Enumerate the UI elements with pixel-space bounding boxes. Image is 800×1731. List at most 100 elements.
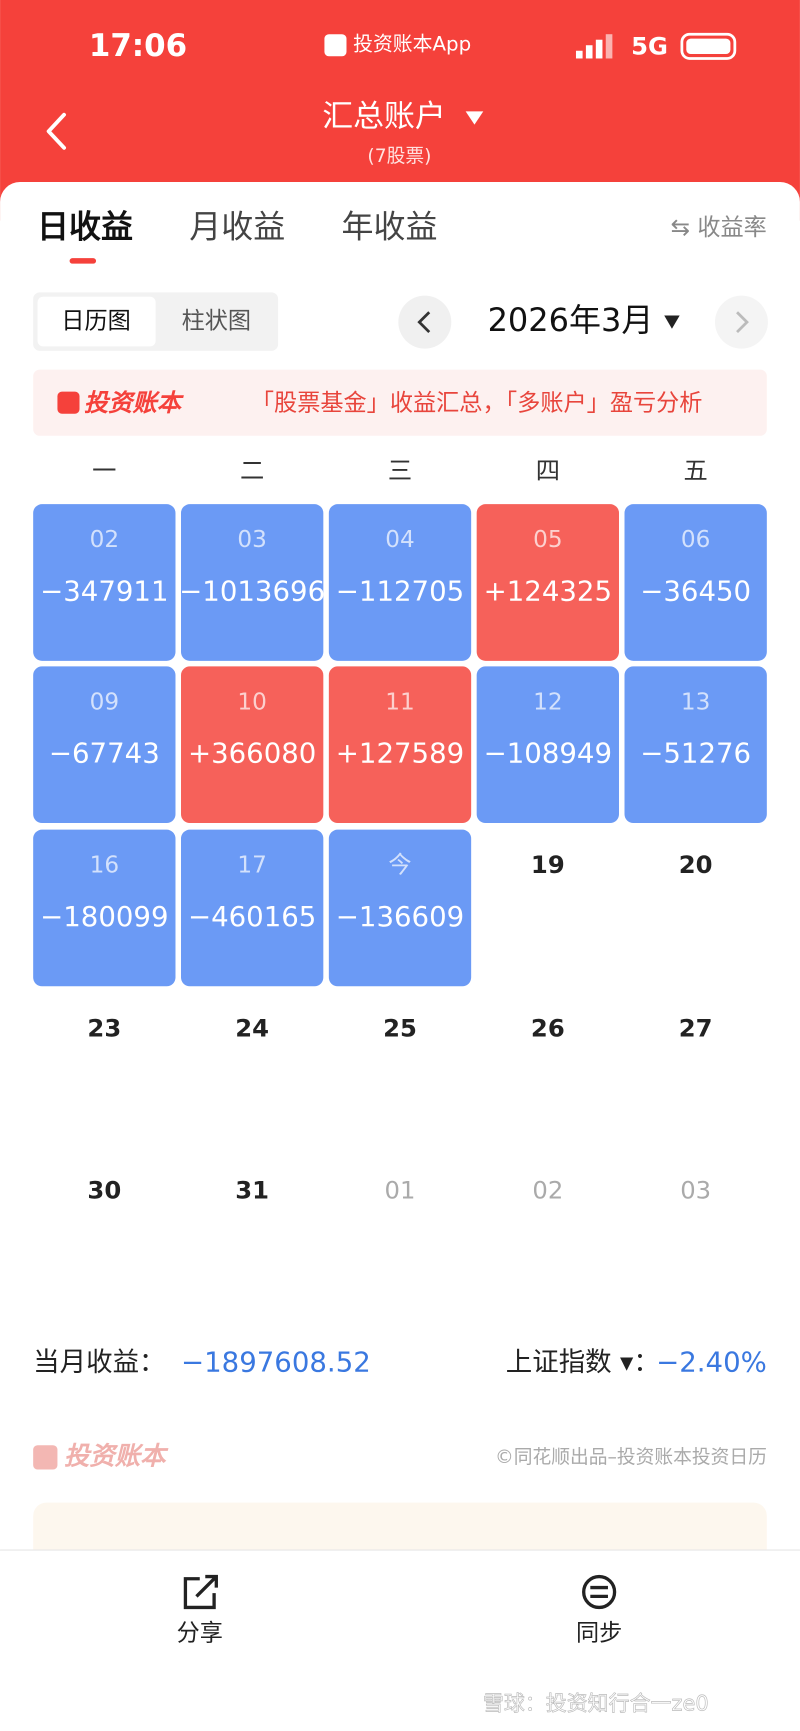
header-title[interactable]: 汇总账户 [322, 99, 446, 135]
day-cell[interactable] [476, 666, 619, 824]
weekday: 二 [240, 456, 264, 485]
day-date: 11 [385, 689, 414, 715]
view-option[interactable]: 日历图 [61, 309, 130, 335]
status-time: 17:06 [89, 28, 187, 64]
footer-logo-icon [33, 1445, 58, 1470]
app-icon [324, 34, 347, 57]
day-cell[interactable] [33, 829, 176, 987]
day-cell[interactable] [181, 829, 324, 987]
sync-icon-lines [590, 1585, 608, 1599]
day-cell[interactable] [328, 666, 472, 824]
weekday: 一 [92, 456, 116, 485]
day-date: 26 [531, 1013, 565, 1042]
day-value: −1013696 [179, 574, 325, 607]
day-value: +366080 [188, 737, 316, 770]
day-date: 12 [533, 689, 562, 715]
day-date: 02 [532, 1176, 563, 1205]
day-date: 01 [385, 1176, 416, 1205]
battery-level [686, 38, 731, 55]
day-value: −136609 [336, 900, 464, 933]
day-value: −36450 [640, 574, 751, 607]
day-cell[interactable] [33, 504, 176, 661]
next-arrow [736, 311, 749, 334]
day-date: 24 [235, 1013, 269, 1042]
rate-toggle[interactable]: ⇆ 收益率 [671, 215, 767, 241]
day-value: −180099 [40, 900, 168, 933]
next-month[interactable] [714, 295, 768, 349]
tab[interactable]: 日收益 [37, 207, 133, 245]
share-icon [183, 1574, 218, 1610]
header-subtitle: (7股票) [367, 146, 431, 167]
day-cell[interactable] [181, 666, 324, 824]
day-date: 13 [681, 689, 710, 715]
day-value: +124325 [484, 574, 612, 607]
day-value: −67743 [49, 737, 160, 770]
footer-credit: ©同花顺出品–投资账本投资日历 [495, 1446, 767, 1468]
day-date: 04 [385, 527, 414, 553]
view-option[interactable]: 柱状图 [182, 309, 251, 335]
tab[interactable]: 年收益 [342, 207, 438, 245]
banner[interactable] [33, 369, 767, 436]
status-network: 5G [631, 31, 668, 60]
prev-month[interactable] [398, 295, 452, 349]
weekday: 三 [388, 456, 412, 485]
month-dropdown[interactable] [664, 315, 680, 329]
day-value: −460165 [188, 900, 316, 933]
day-value: +127589 [336, 737, 464, 770]
day-date: 09 [90, 689, 119, 715]
banner-logo-icon [57, 391, 80, 414]
footer-logo: 投资账本 [64, 1440, 169, 1470]
bottom-bar [0, 1550, 800, 1731]
day-date: 25 [383, 1013, 417, 1042]
day-date: 16 [90, 853, 119, 879]
day-date: 31 [235, 1176, 269, 1205]
day-date: 06 [681, 527, 710, 553]
watermark: 雪球：投资知行合一ze0 [483, 1692, 709, 1716]
day-date: 05 [533, 527, 562, 553]
day-date: 23 [87, 1013, 121, 1042]
day-date: 02 [90, 527, 119, 553]
day-cell[interactable] [624, 504, 767, 661]
day-value: −108949 [484, 737, 612, 770]
day-value: −51276 [640, 737, 751, 770]
day-date: 30 [87, 1176, 121, 1205]
day-date: 10 [237, 689, 266, 715]
day-cell[interactable] [328, 829, 472, 987]
index-label[interactable]: 上证指数 ▾： [506, 1347, 660, 1378]
summary-label: 当月收益： [33, 1347, 165, 1378]
day-date: 19 [531, 850, 565, 879]
prev-arrow [417, 311, 431, 334]
day-value: −112705 [336, 574, 464, 607]
day-date: 20 [679, 850, 713, 879]
day-cell[interactable] [476, 504, 619, 661]
status-app: 投资账本App [353, 33, 471, 56]
banner-text: 「股票基金」收益汇总，「多账户」盈亏分析 [251, 390, 703, 416]
day-date: 03 [237, 527, 266, 553]
back-button[interactable] [46, 112, 66, 150]
bottom-action[interactable]: 同步 [576, 1620, 622, 1646]
day-date: 03 [680, 1176, 711, 1205]
banner-logo: 投资账本 [84, 388, 185, 417]
sync-icon [582, 1574, 617, 1610]
title-dropdown[interactable] [465, 111, 484, 125]
signal-icon [575, 34, 613, 59]
day-cell[interactable] [33, 666, 176, 824]
view-toggle-active [37, 296, 156, 347]
tab-underline [69, 258, 97, 264]
summary-value: −1897608.52 [181, 1346, 371, 1379]
month-label[interactable]: 2026年3月 [488, 301, 654, 339]
day-cell[interactable] [328, 504, 472, 661]
day-cell[interactable] [624, 666, 767, 824]
tab[interactable]: 月收益 [189, 207, 285, 245]
battery [680, 32, 737, 60]
index-value: −2.40% [656, 1346, 767, 1379]
weekday: 五 [684, 456, 708, 485]
day-date: 27 [679, 1013, 713, 1042]
day-date: 今 [388, 853, 411, 879]
bottom-action[interactable]: 分享 [177, 1620, 223, 1646]
day-value: −347911 [40, 574, 168, 607]
day-date: 17 [237, 853, 266, 879]
day-cell[interactable] [181, 504, 324, 661]
